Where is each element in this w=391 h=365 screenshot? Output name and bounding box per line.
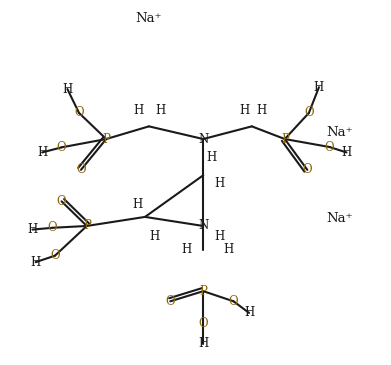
Text: O: O — [303, 163, 312, 176]
Text: H: H — [214, 177, 224, 190]
Text: H: H — [214, 230, 224, 243]
Text: H: H — [239, 104, 249, 117]
Text: O: O — [50, 249, 60, 262]
Text: H: H — [244, 306, 254, 319]
Text: P: P — [102, 132, 110, 146]
Text: H: H — [181, 243, 192, 256]
Text: O: O — [165, 295, 175, 308]
Text: H: H — [341, 146, 352, 159]
Text: H: H — [223, 243, 234, 256]
Text: H: H — [150, 230, 160, 243]
Text: O: O — [48, 221, 57, 234]
Text: Na⁺: Na⁺ — [326, 212, 352, 225]
Text: Na⁺: Na⁺ — [136, 12, 162, 25]
Text: H: H — [27, 223, 38, 236]
Text: H: H — [133, 104, 143, 117]
Text: O: O — [325, 141, 334, 154]
Text: O: O — [229, 295, 239, 308]
Text: H: H — [314, 81, 324, 94]
Text: H: H — [62, 82, 72, 96]
Text: P: P — [83, 219, 91, 233]
Text: H: H — [198, 337, 208, 350]
Text: H: H — [256, 104, 267, 117]
Text: P: P — [281, 132, 289, 146]
Text: Na⁺: Na⁺ — [326, 126, 352, 139]
Text: H: H — [156, 104, 166, 117]
Text: O: O — [57, 195, 66, 208]
Text: O: O — [76, 163, 86, 176]
Text: O: O — [199, 316, 208, 330]
Text: H: H — [30, 256, 41, 269]
Text: H: H — [132, 198, 142, 211]
Text: N: N — [198, 132, 208, 146]
Text: H: H — [37, 146, 47, 159]
Text: P: P — [199, 285, 207, 298]
Text: O: O — [57, 141, 66, 154]
Text: N: N — [198, 219, 208, 233]
Text: O: O — [74, 107, 84, 119]
Text: O: O — [304, 107, 314, 119]
Text: H: H — [206, 151, 217, 164]
